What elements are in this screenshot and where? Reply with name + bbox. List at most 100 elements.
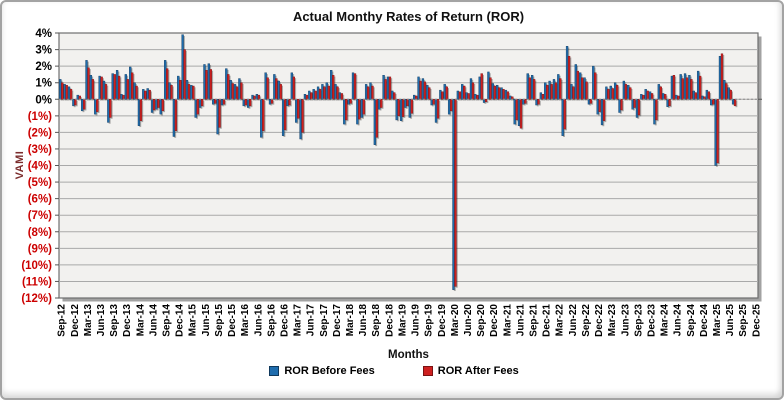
bar-after-fees bbox=[694, 92, 697, 100]
bar-after-fees-shadow bbox=[272, 100, 275, 105]
bar-before-fees bbox=[334, 84, 337, 100]
bar-before-fees bbox=[688, 75, 691, 100]
bar-before-fees bbox=[600, 99, 604, 126]
x-tick-label: Sep-22 bbox=[581, 304, 592, 337]
bar-after-fees bbox=[375, 99, 378, 138]
bar-after-fees bbox=[214, 99, 217, 104]
bar-before-fees bbox=[316, 86, 320, 100]
y-tick-label: (6%) bbox=[28, 194, 52, 206]
bar-before-fees bbox=[67, 86, 71, 100]
bar-before-fees bbox=[640, 94, 643, 100]
bar-after-fees bbox=[139, 99, 143, 121]
bar-after-fees bbox=[620, 99, 623, 111]
bar-after-fees bbox=[91, 79, 95, 100]
bar-after-fees bbox=[594, 72, 597, 100]
bar-after-fees-shadow bbox=[342, 94, 345, 101]
bar-after-fees bbox=[74, 99, 77, 106]
bar-after-fees bbox=[388, 76, 392, 100]
bar-after-fees-shadow bbox=[394, 93, 397, 101]
bar-after-fees bbox=[576, 70, 579, 100]
bar-after-fees bbox=[174, 99, 178, 131]
bar-after-fees bbox=[327, 85, 330, 100]
bar-after-fees bbox=[506, 91, 510, 100]
bar-after-fees-shadow bbox=[447, 88, 449, 101]
bar-before-fees bbox=[133, 82, 136, 100]
bar-before-fees bbox=[587, 99, 591, 105]
bar-after-fees-shadow bbox=[473, 83, 476, 101]
bar-after-fees bbox=[467, 93, 470, 100]
x-tick-label: Mar-22 bbox=[555, 304, 566, 337]
bar-after-fees bbox=[449, 99, 453, 112]
bar-after-fees bbox=[113, 74, 116, 100]
bar-after-fees-shadow bbox=[93, 80, 96, 101]
bar-before-fees bbox=[570, 84, 573, 100]
bar-before-fees bbox=[94, 99, 97, 115]
bar-after-fees bbox=[664, 94, 667, 100]
x-tick-label: Dec-24 bbox=[699, 304, 710, 337]
bar-before-fees bbox=[115, 70, 119, 100]
bar-before-fees bbox=[233, 84, 237, 100]
bar-before-fees bbox=[679, 74, 682, 100]
legend-item-after-fees: ROR After Fees bbox=[422, 365, 519, 377]
bar-after-fees bbox=[87, 67, 90, 100]
bar-after-fees bbox=[428, 87, 431, 100]
bar-before-fees bbox=[434, 99, 438, 123]
bar-after-fees bbox=[148, 89, 151, 100]
bar-after-fees bbox=[532, 79, 536, 100]
bar-before-fees bbox=[526, 73, 529, 100]
bar-after-fees-shadow bbox=[184, 50, 187, 101]
bar-before-fees bbox=[417, 76, 420, 100]
bar-before-fees bbox=[452, 99, 455, 290]
y-tick-label: (9%) bbox=[28, 243, 52, 255]
x-tick-label: Jun-19 bbox=[411, 304, 422, 337]
bar-after-fees bbox=[572, 86, 575, 100]
bar-after-fees bbox=[205, 70, 208, 100]
bar-after-fees bbox=[292, 76, 295, 100]
bar-after-fees-shadow bbox=[211, 70, 214, 101]
bar-before-fees bbox=[308, 90, 311, 100]
bar-after-fees-shadow bbox=[521, 100, 524, 130]
x-tick-label: Dec-20 bbox=[489, 304, 500, 337]
bar-before-fees bbox=[98, 75, 101, 100]
bar-after-fees-shadow bbox=[163, 100, 166, 113]
bar-after-fees-shadow bbox=[263, 100, 266, 133]
bar-before-fees bbox=[80, 99, 84, 112]
bar-after-fees bbox=[541, 94, 545, 100]
bar-before-fees bbox=[347, 99, 350, 105]
bar-after-fees bbox=[393, 92, 396, 100]
bar-after-fees-shadow bbox=[80, 97, 83, 101]
bar-after-fees bbox=[401, 99, 405, 117]
bar-after-fees-shadow bbox=[136, 87, 139, 101]
bar-after-fees bbox=[244, 99, 247, 106]
bar-before-fees bbox=[207, 63, 210, 100]
x-tick-label: Jun-15 bbox=[201, 304, 212, 337]
bar-before-fees bbox=[281, 99, 285, 136]
x-tick-label: Sep-13 bbox=[109, 304, 120, 337]
bar-after-fees-shadow bbox=[617, 86, 620, 101]
bar-before-fees bbox=[76, 94, 79, 100]
bar-before-fees bbox=[395, 99, 398, 121]
bar-after-fees-shadow bbox=[722, 55, 725, 101]
bar-after-fees-shadow bbox=[486, 100, 489, 104]
bar-after-fees-shadow bbox=[289, 100, 292, 107]
bar-after-fees bbox=[493, 85, 496, 100]
bar-after-fees-shadow bbox=[604, 100, 607, 123]
bar-after-fees bbox=[690, 79, 693, 100]
bar-before-fees bbox=[286, 99, 289, 107]
x-tick-label: Sep-19 bbox=[424, 304, 435, 337]
bar-after-fees bbox=[288, 99, 291, 106]
bar-before-fees bbox=[683, 73, 687, 100]
legend-label-after-fees: ROR After Fees bbox=[437, 365, 519, 377]
bar-after-fees bbox=[345, 99, 348, 121]
bar-before-fees bbox=[670, 75, 674, 100]
bar-before-fees bbox=[107, 99, 110, 123]
bar-before-fees bbox=[544, 82, 547, 100]
bar-after-fees bbox=[183, 49, 186, 100]
bar-after-fees-shadow bbox=[525, 100, 528, 105]
y-tick-label: (3%) bbox=[28, 144, 52, 156]
x-tick-label: Dec-13 bbox=[122, 304, 133, 337]
bar-after-fees bbox=[279, 84, 282, 100]
bar-after-fees bbox=[104, 84, 108, 100]
bar-after-fees-shadow bbox=[171, 86, 174, 101]
bar-after-fees bbox=[61, 82, 64, 100]
